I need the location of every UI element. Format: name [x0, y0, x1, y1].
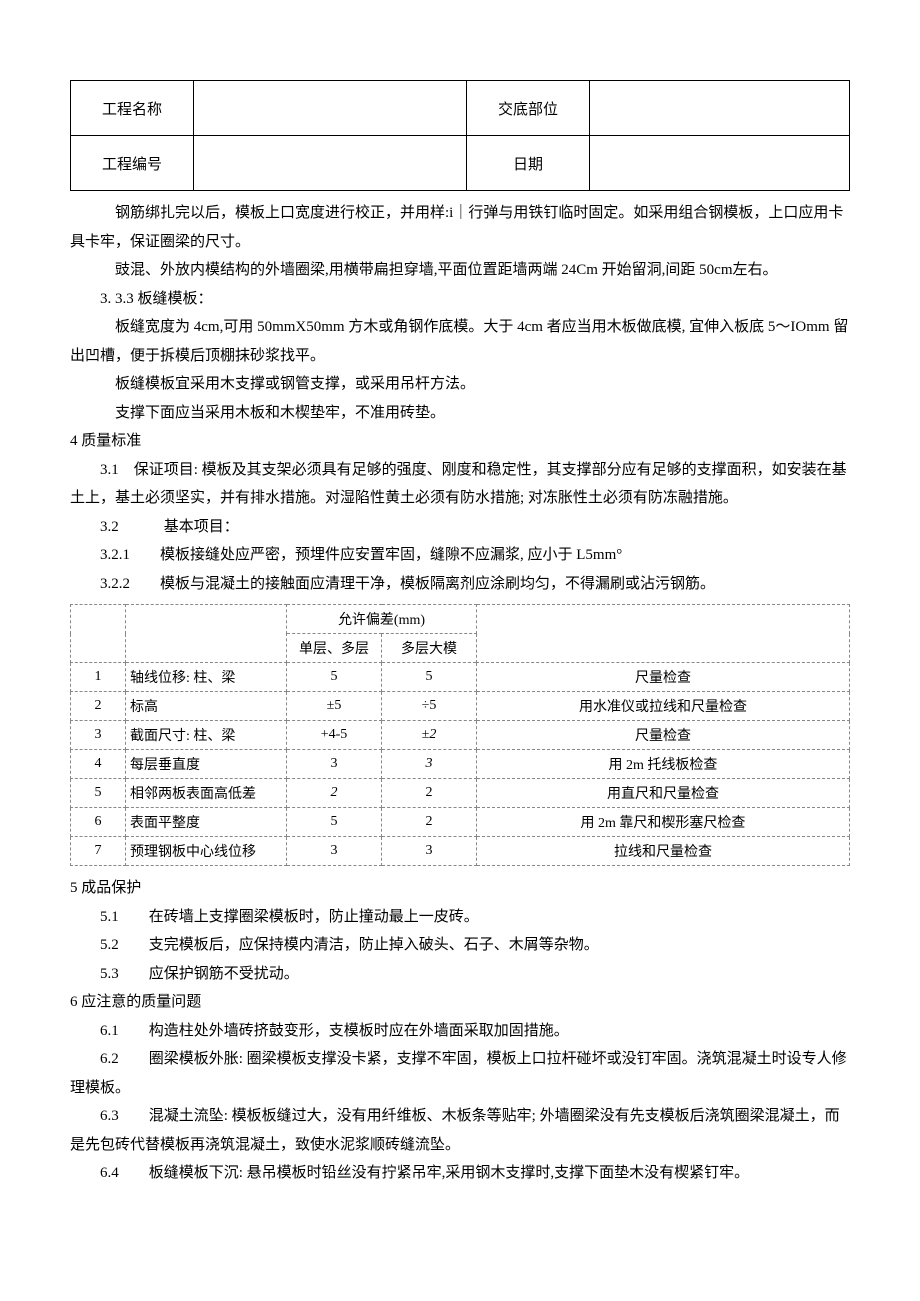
cell-item: 轴线位移: 柱、梁 [126, 663, 287, 692]
para-p3b: 板缝模板宜采用木支撑或钢管支撑，或采用吊杆方法。 [70, 370, 850, 399]
cell-multi: ÷5 [382, 692, 477, 721]
value-disclose-part [590, 81, 850, 136]
cell-item: 每层垂直度 [126, 750, 287, 779]
cell-idx: 7 [71, 837, 126, 866]
label-project-code: 工程编号 [71, 136, 194, 191]
cell-single: 5 [287, 663, 382, 692]
cell-single: +4-5 [287, 721, 382, 750]
cell-single: ±5 [287, 692, 382, 721]
para-4-1: 3.1 保证项目: 模板及其支架必须具有足够的强度、刚度和稳定性，其支撑部分应有… [70, 456, 850, 513]
tol-col-single-header: 单层、多层 [287, 634, 382, 663]
para-5-3: 5.3 应保护钢筋不受扰动。 [70, 960, 850, 989]
section-5-title: 5 成品保护 [70, 874, 850, 903]
table-row: 3 截面尺寸: 柱、梁 +4-5 ±2 尺量检查 [71, 721, 850, 750]
value-project-name [194, 81, 467, 136]
value-date [590, 136, 850, 191]
cell-method: 用 2m 托线板检查 [477, 750, 850, 779]
table-row: 1 轴线位移: 柱、梁 5 5 尺量检查 [71, 663, 850, 692]
tol-header-row-1: 允许偏差(mm) [71, 605, 850, 634]
cell-multi: 2 [382, 779, 477, 808]
table-row: 2 标高 ±5 ÷5 用水准仪或拉线和尺量检查 [71, 692, 850, 721]
label-project-name: 工程名称 [71, 81, 194, 136]
cell-idx: 3 [71, 721, 126, 750]
cell-multi: 2 [382, 808, 477, 837]
table-row: 4 每层垂直度 3 3 用 2m 托线板检查 [71, 750, 850, 779]
para-6-2: 6.2 圈梁模板外胀: 圈梁模板支撑没卡紧，支撑不牢固，模板上口拉杆碰坏或没钉牢… [70, 1045, 850, 1102]
para-p3c: 支撑下面应当采用木板和木楔垫牢，不准用砖垫。 [70, 399, 850, 428]
cell-single: 3 [287, 750, 382, 779]
cell-multi: 3 [382, 750, 477, 779]
para-6-3: 6.3 混凝土流坠: 模板板缝过大，没有用纤维板、木板条等贴牢; 外墙圈梁没有先… [70, 1102, 850, 1159]
cell-item: 表面平整度 [126, 808, 287, 837]
cell-single: 3 [287, 837, 382, 866]
table-row: 5 相邻两板表面高低差 2 2 用直尺和尺量检查 [71, 779, 850, 808]
header-table: 工程名称 交底部位 工程编号 日期 [70, 80, 850, 191]
para-5-2: 5.2 支完模板后，应保持模内清洁，防止掉入破头、石子、木屑等杂物。 [70, 931, 850, 960]
body-text-lower: 5 成品保护 5.1 在砖墙上支撑圈梁模板时，防止撞动最上一皮砖。 5.2 支完… [70, 874, 850, 1188]
header-row-1: 工程名称 交底部位 [71, 81, 850, 136]
tolerance-table: 允许偏差(mm) 单层、多层 多层大模 1 轴线位移: 柱、梁 5 5 尺量检查… [70, 604, 850, 866]
tol-col-method-header [477, 605, 850, 663]
tol-allow-dev-header: 允许偏差(mm) [287, 605, 477, 634]
cell-multi: ±2 [382, 721, 477, 750]
cell-method: 尺量检查 [477, 721, 850, 750]
cell-single: 5 [287, 808, 382, 837]
para-p3a: 板缝宽度为 4cm,可用 50mmX50mm 方木或角钢作底模。大于 4cm 者… [70, 313, 850, 370]
label-disclose-part: 交底部位 [467, 81, 590, 136]
section-4-title: 4 质量标准 [70, 427, 850, 456]
para-p2: 豉混、外放内模结构的外墙圈梁,用横带扁担穿墙,平面位置距墙两端 24Cm 开始留… [70, 256, 850, 285]
cell-idx: 4 [71, 750, 126, 779]
para-6-1: 6.1 构造柱处外墙砖挤鼓变形，支模板时应在外墙面采取加固措施。 [70, 1017, 850, 1046]
cell-multi: 3 [382, 837, 477, 866]
cell-method: 尺量检查 [477, 663, 850, 692]
label-date: 日期 [467, 136, 590, 191]
cell-idx: 2 [71, 692, 126, 721]
para-6-4: 6.4 板缝模板下沉: 悬吊模板时铅丝没有拧紧吊牢,采用钢木支撑时,支撑下面垫木… [70, 1159, 850, 1188]
tol-col-multi-header: 多层大模 [382, 634, 477, 663]
para-4-2-2: 3.2.2 模板与混凝土的接触面应清理干净，模板隔离剂应涂刷均匀，不得漏刷或沾污… [70, 570, 850, 599]
cell-item: 截面尺寸: 柱、梁 [126, 721, 287, 750]
para-4-2-1: 3.2.1 模板接缝处应严密，预埋件应安置牢固，缝隙不应漏浆, 应小于 L5mm… [70, 541, 850, 570]
body-text: 钢筋绑扎完以后，模板上口宽度进行校正，并用样:i｜行弹与用铁钉临时固定。如采用组… [70, 199, 850, 598]
cell-method: 用直尺和尺量检查 [477, 779, 850, 808]
tol-col-item-header [126, 605, 287, 663]
cell-idx: 6 [71, 808, 126, 837]
para-p1: 钢筋绑扎完以后，模板上口宽度进行校正，并用样:i｜行弹与用铁钉临时固定。如采用组… [70, 199, 850, 256]
table-row: 7 预理钢板中心线位移 3 3 拉线和尺量检查 [71, 837, 850, 866]
para-5-1: 5.1 在砖墙上支撑圈梁模板时，防止撞动最上一皮砖。 [70, 903, 850, 932]
tol-col-idx-header [71, 605, 126, 663]
table-row: 6 表面平整度 5 2 用 2m 靠尺和楔形塞尺检查 [71, 808, 850, 837]
section-6-title: 6 应注意的质量问题 [70, 988, 850, 1017]
cell-item: 标高 [126, 692, 287, 721]
cell-single: 2 [287, 779, 382, 808]
value-project-code [194, 136, 467, 191]
cell-multi: 5 [382, 663, 477, 692]
para-p3-title: 3. 3.3 板缝模板： [70, 285, 850, 314]
para-4-2: 3.2 基本项目： [70, 513, 850, 542]
header-row-2: 工程编号 日期 [71, 136, 850, 191]
cell-idx: 1 [71, 663, 126, 692]
cell-idx: 5 [71, 779, 126, 808]
document-page: 工程名称 交底部位 工程编号 日期 钢筋绑扎完以后，模板上口宽度进行校正，并用样… [70, 80, 850, 1188]
cell-method: 用 2m 靠尺和楔形塞尺检查 [477, 808, 850, 837]
cell-method: 拉线和尺量检查 [477, 837, 850, 866]
cell-item: 相邻两板表面高低差 [126, 779, 287, 808]
cell-method: 用水准仪或拉线和尺量检查 [477, 692, 850, 721]
cell-item: 预理钢板中心线位移 [126, 837, 287, 866]
